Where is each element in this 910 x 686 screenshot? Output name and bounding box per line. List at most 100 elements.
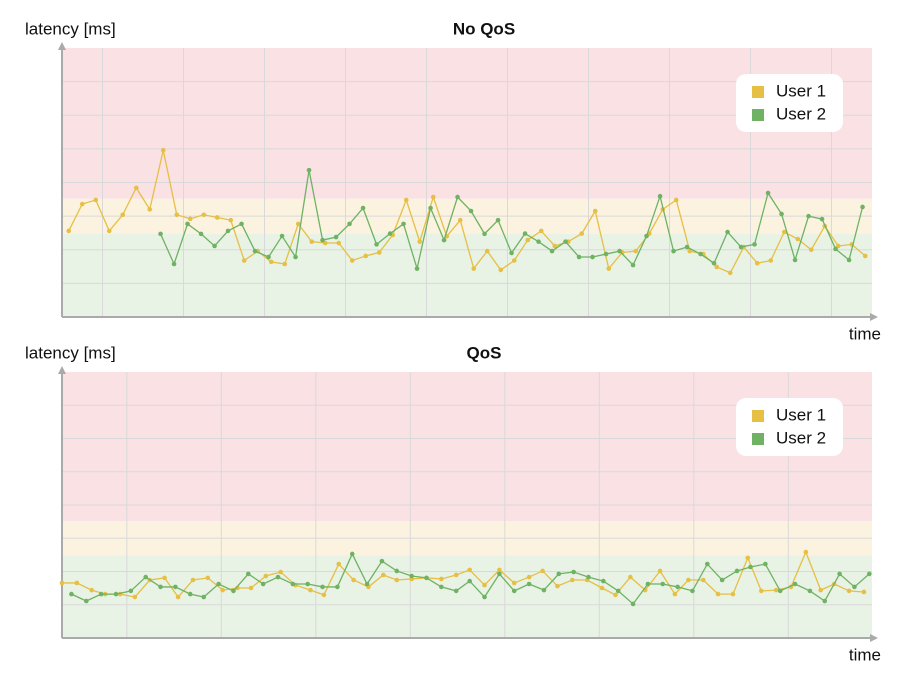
data-point	[555, 583, 560, 589]
data-point	[162, 575, 167, 581]
data-point	[673, 197, 679, 203]
data-point	[160, 147, 166, 153]
data-point	[727, 270, 733, 276]
legend-swatch	[752, 86, 764, 98]
data-point	[792, 581, 798, 587]
data-point	[540, 568, 545, 574]
legend-label: User 1	[776, 405, 826, 424]
data-point	[295, 221, 301, 227]
data-point	[364, 581, 370, 587]
data-point	[293, 254, 298, 260]
chart-title: QoS	[467, 343, 502, 362]
data-point	[409, 573, 414, 579]
data-point	[147, 207, 153, 212]
data-point	[705, 561, 710, 567]
data-point	[374, 242, 379, 247]
data-point	[175, 594, 181, 600]
data-point	[773, 587, 779, 593]
data-point	[482, 231, 487, 237]
legend-swatch	[752, 109, 764, 121]
data-point	[495, 217, 501, 223]
data-point	[837, 571, 842, 577]
data-point	[630, 601, 636, 607]
data-point	[158, 584, 163, 590]
data-point	[201, 212, 207, 218]
data-point	[599, 585, 605, 591]
data-point	[158, 231, 163, 237]
data-point	[320, 584, 325, 590]
data-point	[260, 581, 266, 587]
data-point	[347, 221, 352, 227]
data-point	[657, 193, 663, 199]
data-point	[536, 239, 541, 244]
series-line	[62, 550, 864, 599]
data-point	[241, 258, 247, 263]
data-point	[835, 243, 841, 249]
data-point	[248, 585, 254, 591]
data-point	[113, 591, 119, 597]
data-point	[860, 204, 865, 210]
data-point	[657, 568, 663, 574]
data-point	[509, 250, 514, 256]
data-point	[424, 575, 429, 581]
data-point	[808, 247, 814, 253]
data-point	[497, 567, 502, 573]
data-point	[541, 587, 547, 593]
data-point	[309, 239, 315, 244]
data-point	[220, 587, 225, 593]
data-point	[592, 208, 598, 214]
data-point	[525, 237, 531, 243]
y-axis-arrow	[58, 42, 66, 50]
data-point	[468, 208, 474, 214]
data-point	[106, 228, 112, 234]
data-point	[401, 221, 406, 227]
data-point	[822, 598, 828, 604]
data-point	[570, 577, 575, 583]
data-point	[579, 231, 585, 236]
data-point	[84, 598, 89, 604]
data-point	[360, 205, 366, 211]
data-point	[321, 592, 327, 598]
data-point	[132, 594, 138, 600]
y-axis-label: latency [ms]	[25, 19, 116, 38]
data-point	[660, 581, 666, 587]
data-point	[526, 574, 532, 580]
data-point	[846, 588, 852, 594]
data-point	[387, 231, 393, 236]
data-point	[526, 581, 532, 587]
data-point	[745, 555, 751, 561]
data-point	[263, 573, 269, 579]
data-point	[430, 194, 436, 200]
data-point	[266, 254, 271, 260]
legend-swatch	[752, 410, 764, 422]
data-point	[216, 581, 221, 587]
data-point	[498, 267, 504, 273]
data-point	[497, 571, 502, 577]
data-point	[781, 229, 787, 235]
x-axis-label: time	[849, 324, 881, 343]
data-point	[482, 582, 487, 588]
data-point	[759, 588, 764, 594]
data-point	[453, 588, 459, 594]
data-point	[279, 233, 285, 239]
data-point	[228, 217, 234, 223]
data-point	[363, 253, 369, 259]
data-point	[239, 221, 244, 227]
data-point	[467, 567, 473, 573]
data-point	[803, 549, 809, 555]
data-point	[482, 594, 487, 600]
data-point	[846, 257, 852, 263]
data-point	[763, 561, 768, 567]
data-point	[333, 234, 339, 240]
data-point	[308, 587, 313, 593]
data-point	[349, 258, 355, 263]
data-point	[590, 254, 595, 260]
legend-swatch	[752, 433, 764, 445]
data-point	[628, 574, 633, 580]
data-point	[351, 577, 356, 583]
data-point	[381, 572, 386, 578]
data-point	[174, 212, 180, 218]
data-point	[305, 581, 311, 587]
data-point	[576, 254, 582, 260]
data-point	[133, 185, 139, 191]
